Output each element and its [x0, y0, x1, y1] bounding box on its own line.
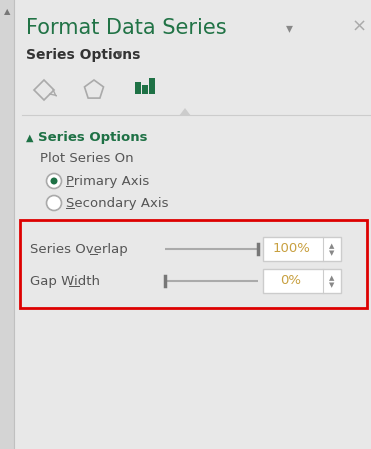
Circle shape [46, 195, 62, 211]
Text: ▼: ▼ [329, 250, 335, 256]
Text: Series Options: Series Options [26, 48, 140, 62]
Bar [0, 0, 14, 449]
Bar [149, 78, 155, 94]
Text: Secondary Axis: Secondary Axis [66, 197, 168, 210]
Text: Plot Series On: Plot Series On [40, 151, 134, 164]
Text: Series Overlap: Series Overlap [30, 242, 128, 255]
Circle shape [46, 173, 62, 189]
Text: ▾: ▾ [116, 48, 122, 62]
Bar [135, 82, 141, 94]
Bar [263, 269, 341, 293]
Text: 100%: 100% [272, 242, 310, 255]
Text: Gap Width: Gap Width [30, 274, 100, 287]
Text: ▲: ▲ [26, 133, 33, 143]
Text: ▾: ▾ [286, 21, 293, 35]
Text: Format Data Series: Format Data Series [26, 18, 227, 38]
Text: Series Options: Series Options [38, 132, 148, 145]
Text: ▲: ▲ [329, 243, 335, 249]
Circle shape [50, 177, 58, 185]
Polygon shape [179, 108, 191, 116]
Bar [263, 237, 341, 261]
Text: ×: × [352, 18, 367, 36]
Text: Primary Axis: Primary Axis [66, 175, 149, 188]
Bar [20, 220, 367, 308]
Text: ▼: ▼ [329, 282, 335, 288]
Text: ▲: ▲ [329, 275, 335, 281]
Bar [142, 85, 148, 94]
Text: 0%: 0% [280, 274, 302, 287]
Text: ▲: ▲ [4, 8, 10, 17]
